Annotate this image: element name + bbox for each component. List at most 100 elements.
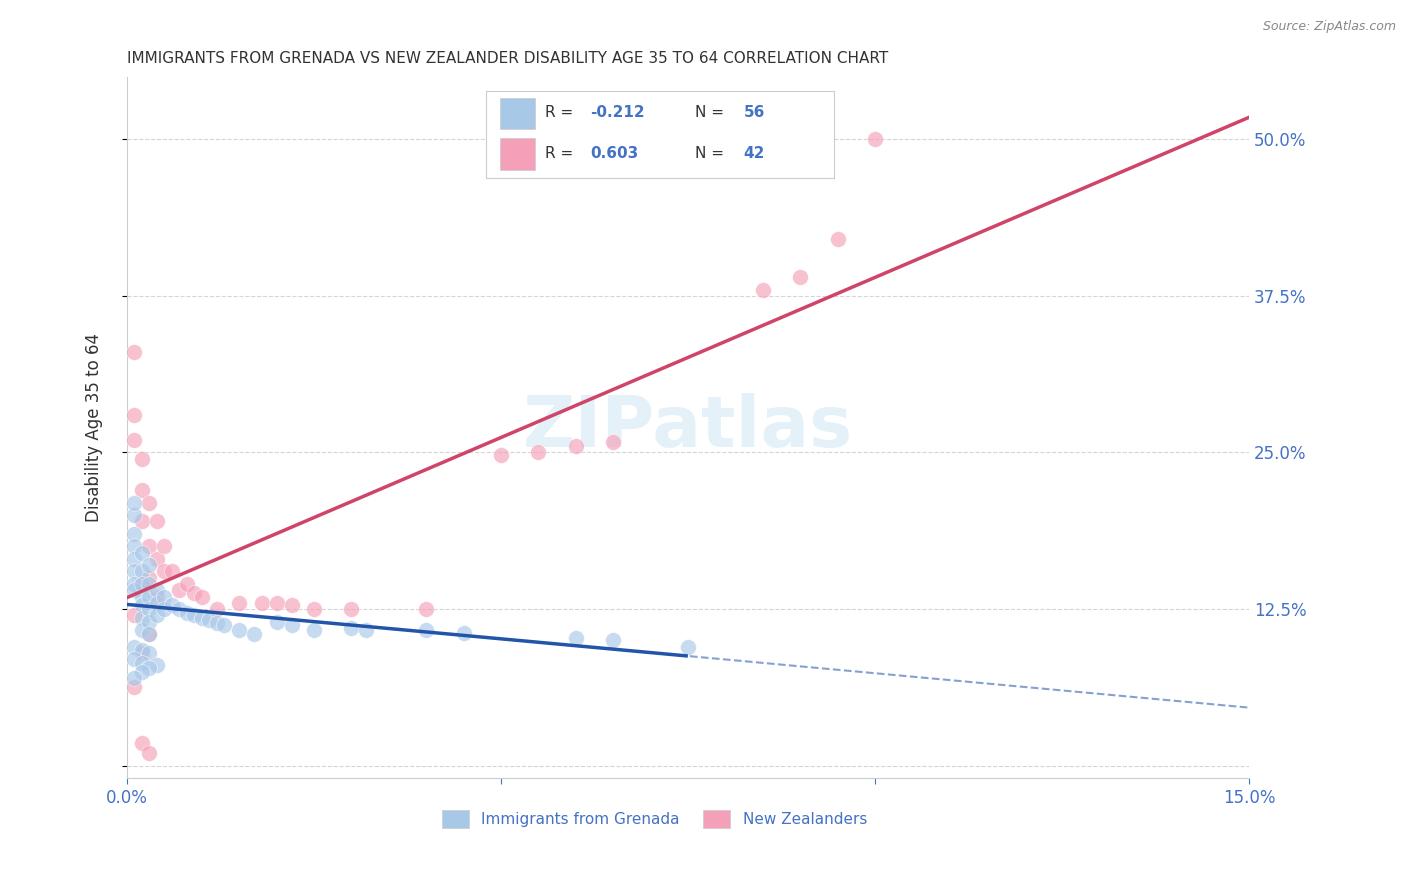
Point (676, 640, 699, 654)
Point (827, 232, 849, 246)
Point (131, 577, 153, 591)
Point (138, 615, 160, 629)
Point (131, 565, 153, 579)
Point (138, 495, 160, 509)
Point (131, 611, 153, 625)
Point (160, 599, 183, 613)
Point (302, 624, 325, 638)
Point (153, 590, 176, 604)
Point (243, 627, 266, 641)
Y-axis label: Disability Age 35 to 64: Disability Age 35 to 64 (86, 333, 103, 522)
Point (340, 602, 363, 616)
Point (138, 558, 160, 573)
Point (138, 661, 160, 675)
Point (183, 586, 205, 600)
Point (138, 590, 160, 604)
Point (789, 270, 811, 285)
Point (131, 483, 153, 497)
Point (146, 514, 169, 528)
Text: IMMIGRANTS FROM GRENADA VS NEW ZEALANDER DISABILITY AGE 35 TO 64 CORRELATION CHA: IMMIGRANTS FROM GRENADA VS NEW ZEALANDER… (127, 51, 889, 66)
Point (250, 596, 273, 610)
Point (198, 613, 221, 627)
Point (124, 408, 146, 422)
Point (131, 546, 153, 560)
Point (131, 624, 153, 638)
Point (138, 540, 160, 554)
Point (190, 590, 212, 604)
Point (131, 643, 153, 657)
Point (752, 283, 775, 297)
Point (138, 577, 160, 591)
Point (302, 602, 325, 616)
Point (131, 656, 153, 670)
Point (169, 583, 191, 598)
Point (183, 608, 205, 623)
Point (124, 527, 146, 541)
Point (131, 736, 153, 750)
Point (176, 577, 198, 591)
Point (138, 746, 160, 760)
Point (146, 552, 169, 566)
Point (190, 611, 212, 625)
Point (124, 565, 146, 579)
Point (527, 445, 550, 459)
Point (565, 439, 588, 453)
Point (415, 602, 437, 616)
Point (146, 608, 169, 623)
Point (146, 590, 169, 604)
Point (169, 602, 191, 616)
Point (138, 627, 160, 641)
Point (146, 596, 169, 610)
Point (124, 552, 146, 566)
Point (176, 606, 198, 620)
Point (266, 615, 288, 629)
Point (124, 652, 146, 666)
Point (124, 345, 146, 359)
Point (153, 565, 176, 579)
Point (124, 495, 146, 509)
Point (863, 132, 886, 146)
Text: ZIPatlas: ZIPatlas (523, 392, 853, 462)
Point (138, 646, 160, 660)
Legend: Immigrants from Grenada, New Zealanders: Immigrants from Grenada, New Zealanders (436, 804, 873, 834)
Point (131, 599, 153, 613)
Point (124, 608, 146, 623)
Point (131, 590, 153, 604)
Point (153, 540, 176, 554)
Point (124, 671, 146, 685)
Point (489, 448, 512, 462)
Point (138, 627, 160, 641)
Point (602, 633, 624, 648)
Point (453, 626, 475, 640)
Point (124, 540, 146, 554)
Point (205, 615, 228, 630)
Point (131, 646, 153, 660)
Point (124, 640, 146, 654)
Point (205, 602, 228, 616)
Point (131, 514, 153, 528)
Point (124, 583, 146, 598)
Point (565, 631, 588, 645)
Point (146, 583, 169, 598)
Point (602, 435, 624, 450)
Point (160, 565, 183, 579)
Point (146, 658, 169, 673)
Point (124, 433, 146, 447)
Point (131, 451, 153, 466)
Point (415, 624, 437, 638)
Point (228, 624, 250, 638)
Point (138, 571, 160, 585)
Point (138, 602, 160, 616)
Text: Source: ZipAtlas.com: Source: ZipAtlas.com (1263, 20, 1396, 33)
Point (124, 680, 146, 694)
Point (280, 618, 302, 632)
Point (124, 577, 146, 591)
Point (131, 577, 153, 591)
Point (131, 665, 153, 679)
Point (212, 618, 235, 632)
Point (340, 621, 363, 635)
Point (356, 624, 378, 638)
Point (280, 599, 302, 613)
Point (266, 596, 288, 610)
Point (228, 596, 250, 610)
